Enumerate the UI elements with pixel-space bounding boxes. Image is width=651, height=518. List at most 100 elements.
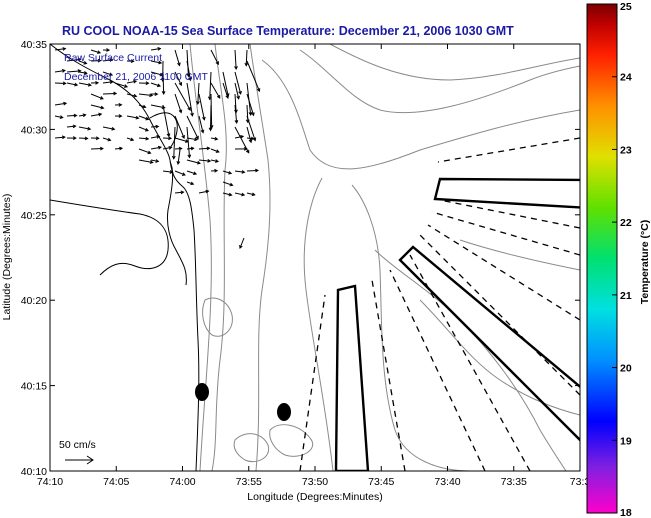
current-vector	[186, 159, 201, 165]
buoy-marker-2	[277, 403, 291, 421]
current-vector	[234, 49, 238, 71]
current-vector	[54, 135, 66, 140]
buoy-marker-1	[195, 383, 209, 401]
current-vector	[244, 49, 249, 67]
current-vector	[186, 82, 194, 117]
current-vector	[66, 57, 82, 62]
current-vector	[246, 136, 255, 141]
current-vector	[138, 81, 150, 86]
current-vector	[150, 82, 162, 88]
current-vector	[150, 124, 160, 129]
current-vector	[126, 115, 140, 120]
current-vector	[186, 126, 192, 159]
x-tick-label: 73:3	[570, 476, 591, 488]
current-vector	[90, 112, 103, 117]
current-vector	[78, 113, 87, 118]
current-vector	[114, 146, 124, 151]
current-vector	[210, 136, 219, 141]
x-tick-label: 73:45	[368, 476, 394, 488]
current-vector	[161, 71, 166, 95]
x-axis: 74:10 74:05 74:00 73:55 73:50 73:45 73:40 73:35…	[37, 44, 591, 488]
current-vector	[174, 170, 186, 176]
current-vector	[234, 104, 239, 124]
current-vector	[90, 80, 100, 85]
current-vector	[162, 146, 173, 150]
current-vector	[102, 58, 114, 62]
current-vector	[150, 92, 159, 96]
x-tick-label: 74:05	[103, 476, 129, 488]
current-vector	[174, 146, 183, 151]
x-tick-label: 74:10	[37, 476, 63, 488]
current-vector	[176, 149, 181, 166]
current-vector	[234, 82, 240, 100]
current-vector	[174, 93, 183, 114]
colorbar	[586, 3, 618, 514]
current-vector	[186, 115, 199, 140]
current-vector	[90, 136, 100, 141]
current-vector	[162, 170, 174, 174]
current-vector	[126, 93, 138, 98]
current-vector	[246, 126, 253, 144]
current-vector	[150, 47, 162, 51]
colorbar-ticks: 25 24 23 22 21 20 19 18	[612, 1, 632, 518]
current-vector	[66, 124, 77, 129]
current-vector	[234, 71, 242, 95]
current-vector	[222, 82, 229, 99]
current-vector	[210, 148, 220, 153]
current-vector	[210, 49, 219, 66]
current-vector	[114, 82, 129, 88]
current-vector	[186, 60, 192, 82]
current-vector	[222, 181, 234, 187]
current-vector	[246, 168, 260, 173]
current-vector	[78, 60, 88, 65]
overlay-current-date: December 21, 2006 1100 GMT	[64, 71, 209, 83]
vector-scale-label: 50 cm/s	[59, 439, 96, 451]
colorbar-tick-label: 18	[620, 507, 632, 518]
colorbar-tick-label: 23	[620, 144, 632, 156]
colorbar-label: Temperature (°C)	[639, 220, 651, 305]
current-vector	[150, 145, 162, 150]
current-vector	[222, 192, 233, 197]
current-vector	[150, 159, 160, 163]
current-vector	[150, 135, 161, 139]
current-vector	[102, 48, 111, 52]
current-vector	[234, 170, 246, 174]
current-vector	[186, 137, 199, 142]
current-vector	[90, 49, 102, 54]
current-vector	[246, 192, 256, 197]
current-vector	[210, 82, 221, 99]
current-vector	[102, 137, 112, 142]
colorbar-tick-label: 19	[620, 435, 632, 447]
plot-area	[50, 44, 580, 471]
x-tick-label: 73:35	[501, 476, 527, 488]
current-vector	[114, 114, 123, 118]
current-vector	[246, 93, 255, 117]
current-vector	[198, 115, 205, 134]
bathymetry-contours	[189, 44, 580, 471]
x-axis-label: Longitude (Degrees:Minutes)	[247, 491, 382, 503]
current-vector	[66, 113, 78, 118]
current-vector	[90, 104, 105, 110]
current-vector	[126, 137, 135, 142]
colorbar-tick-label: 20	[620, 363, 632, 375]
lane-polygons	[334, 177, 580, 471]
current-vector	[90, 93, 104, 100]
current-vector	[66, 136, 77, 140]
colorbar-tick-label: 25	[620, 1, 632, 13]
current-vector	[66, 69, 82, 73]
current-vector	[186, 146, 195, 151]
current-vector	[126, 79, 138, 84]
current-vector	[54, 47, 67, 51]
current-vector	[174, 115, 185, 140]
lane-polygon-southeast	[398, 245, 580, 442]
current-vector	[210, 168, 219, 173]
y-tick-label: 40:35	[21, 39, 47, 51]
current-vector	[246, 60, 261, 93]
y-tick-label: 40:30	[21, 124, 47, 136]
lane-polygon-south	[334, 284, 370, 471]
current-vector	[171, 126, 176, 160]
current-vector	[239, 237, 245, 249]
current-vector	[174, 190, 185, 195]
current-vector	[66, 82, 79, 87]
